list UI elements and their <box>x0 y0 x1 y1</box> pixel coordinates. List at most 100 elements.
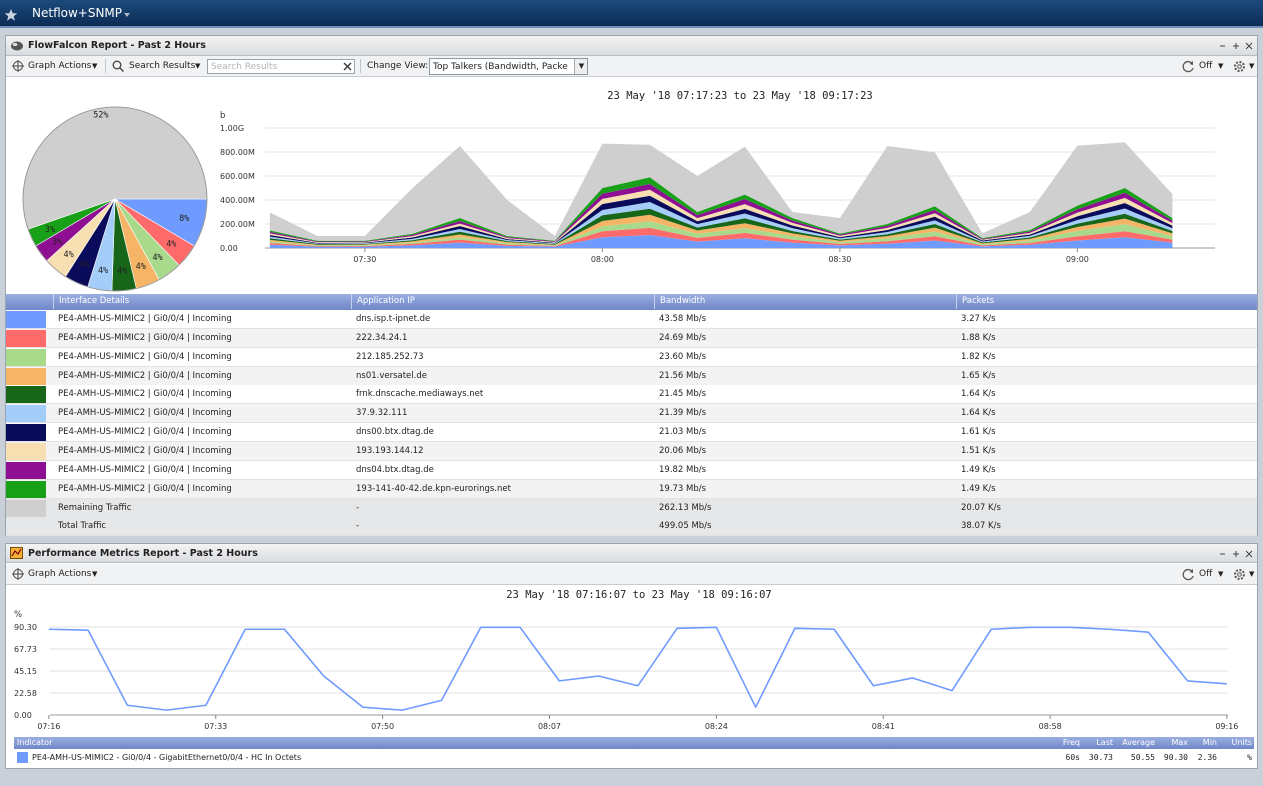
dropdown-arrow[interactable]: ▼ <box>1249 62 1255 70</box>
window-controls[interactable] <box>1218 41 1254 51</box>
table-cell: 193.193.144.12 <box>356 445 424 456</box>
color-swatch <box>6 386 46 404</box>
column-header: Interface Details <box>53 294 343 309</box>
dropdown-arrow[interactable] <box>124 13 132 18</box>
table-cell: 1.82 K/s <box>961 351 996 362</box>
refresh-icon[interactable] <box>1182 568 1195 581</box>
view-select-value: Top Talkers (Bandwidth, Packe <box>433 62 568 72</box>
color-swatch <box>6 348 46 366</box>
graph-actions-button[interactable]: Graph Actions <box>28 569 92 579</box>
panel-title: FlowFalcon Report - Past 2 Hours <box>28 40 206 51</box>
table-cell: 21.45 Mb/s <box>659 389 707 400</box>
table-row: PE4-AMH-US-MIMIC2 | Gi0/0/4 | Incoming 37… <box>6 404 1257 424</box>
table-cell: 3.27 K/s <box>961 314 996 324</box>
refresh-toggle[interactable]: Off <box>1199 61 1213 71</box>
clear-icon[interactable] <box>343 62 352 71</box>
search-placeholder: Search Results <box>211 62 278 72</box>
table-cell: 30.73 <box>1088 753 1113 762</box>
select-arrow[interactable]: ▼ <box>574 59 587 74</box>
view-select[interactable]: Top Talkers (Bandwidth, Packe ▼ <box>429 58 588 75</box>
table-cell: 193-141-40-42.de.kpn-eurorings.net <box>356 483 511 494</box>
search-icon[interactable] <box>112 60 124 72</box>
column-header: Average <box>1122 738 1155 747</box>
color-swatch <box>6 424 46 442</box>
table-cell: 1.65 K/s <box>961 370 996 381</box>
table-row: PE4-AMH-US-MIMIC2 | Gi0/0/4 | Incoming ns… <box>6 366 1257 386</box>
table-cell: 38.07 K/s <box>961 521 1001 532</box>
table-cell: Remaining Traffic <box>58 502 132 513</box>
search-input[interactable]: Search Results <box>207 59 355 74</box>
toolbar: Graph Actions ▼ Off ▼ ▼ <box>6 564 1257 585</box>
table-cell: PE4-AMH-US-MIMIC2 | Gi0/0/4 | Incoming <box>58 351 232 362</box>
column-header: Freq <box>1062 738 1080 747</box>
settings-icon[interactable] <box>1233 568 1246 581</box>
color-swatch <box>6 442 46 460</box>
table-cell: 23.60 Mb/s <box>659 351 707 362</box>
legend-swatch <box>17 752 28 763</box>
table-cell: 19.73 Mb/s <box>659 483 707 494</box>
table-cell: 24.69 Mb/s <box>659 332 707 343</box>
search-results-button[interactable]: Search Results <box>129 61 196 71</box>
table-cell: 1.49 K/s <box>961 464 996 475</box>
column-header: Max <box>1171 738 1188 747</box>
table-cell: PE4-AMH-US-MIMIC2 | Gi0/0/4 | Incoming <box>58 464 232 475</box>
column-header: Last <box>1096 738 1113 747</box>
table-cell: 19.82 Mb/s <box>659 464 707 475</box>
table-cell: PE4-AMH-US-MIMIC2 | Gi0/0/4 | Incoming <box>58 408 232 419</box>
column-header: Indicator <box>17 738 53 747</box>
table-row: PE4-AMH-US-MIMIC2 | Gi0/0/4 | Incoming 19… <box>6 441 1257 461</box>
table-row: Remaining Traffic - 262.13 Mb/s 20.07 K/s <box>6 498 1257 518</box>
panel-title-bar: Performance Metrics Report - Past 2 Hour… <box>6 544 1257 563</box>
dropdown-arrow[interactable]: ▼ <box>1218 62 1224 70</box>
column-header: Application IP <box>351 294 646 309</box>
dropdown-arrow[interactable]: ▼ <box>1218 570 1224 578</box>
table-cell: ns01.versatel.de <box>356 370 427 381</box>
app-title[interactable]: Netflow+SNMP <box>32 6 123 20</box>
table-cell: 90.30 <box>1163 753 1188 762</box>
panel-icon <box>10 547 23 559</box>
table-cell: 1.64 K/s <box>961 389 996 400</box>
table-cell: 21.03 Mb/s <box>659 427 707 438</box>
window-controls[interactable] <box>1218 549 1254 559</box>
graph-actions-icon[interactable] <box>12 568 24 580</box>
table-cell: dns04.btx.dtag.de <box>356 464 434 475</box>
table-cell: 262.13 Mb/s <box>659 502 712 513</box>
settings-icon[interactable] <box>1233 60 1246 73</box>
graph-actions-button[interactable]: Graph Actions <box>28 61 92 71</box>
refresh-toggle[interactable]: Off <box>1199 569 1213 579</box>
table-cell: 1.51 K/s <box>961 445 996 456</box>
star-icon[interactable] <box>4 8 18 22</box>
table-cell: PE4-AMH-US-MIMIC2 | Gi0/0/4 | Incoming <box>58 483 232 494</box>
talkers-table: PE4-AMH-US-MIMIC2 | Gi0/0/4 | Incoming dn… <box>6 310 1257 537</box>
table-cell: dns.isp.t-ipnet.de <box>356 314 431 324</box>
color-swatch <box>6 311 46 328</box>
dropdown-arrow[interactable]: ▼ <box>92 62 98 70</box>
column-header: Bandwidth <box>654 294 949 309</box>
table-row: PE4-AMH-US-MIMIC2 | Gi0/0/4 | Incoming dn… <box>6 460 1257 480</box>
table-header: Interface Details Application IP Bandwidth… <box>6 294 1257 310</box>
panel-icon <box>11 41 23 51</box>
table-cell: 1.64 K/s <box>961 408 996 419</box>
dropdown-arrow[interactable]: ▼ <box>1249 570 1255 578</box>
table-cell: 499.05 Mb/s <box>659 521 712 532</box>
separator <box>360 59 361 73</box>
table-row: PE4-AMH-US-MIMIC2 | Gi0/0/4 | Incoming 22… <box>6 328 1257 348</box>
top-bar: Netflow+SNMP <box>0 0 1263 28</box>
refresh-icon[interactable] <box>1182 60 1195 73</box>
indicator-header: Indicator Freq Last Average Max Min Units <box>14 737 1254 749</box>
table-cell: 21.56 Mb/s <box>659 370 707 381</box>
table-cell: - <box>356 521 360 532</box>
dropdown-arrow[interactable]: ▼ <box>195 62 201 70</box>
color-swatch <box>6 480 46 498</box>
color-swatch <box>6 499 46 517</box>
table-cell: 60s <box>1065 753 1080 762</box>
dropdown-arrow[interactable]: ▼ <box>92 570 98 578</box>
table-cell: Total Traffic <box>58 521 107 532</box>
table-cell: PE4-AMH-US-MIMIC2 | Gi0/0/4 | Incoming <box>58 370 232 381</box>
color-swatch <box>6 405 46 423</box>
table-cell: 2.36 <box>1197 753 1217 762</box>
table-cell: 212.185.252.73 <box>356 351 424 362</box>
graph-actions-icon[interactable] <box>12 60 24 72</box>
table-cell: 1.88 K/s <box>961 332 996 343</box>
table-cell: 1.61 K/s <box>961 427 996 438</box>
